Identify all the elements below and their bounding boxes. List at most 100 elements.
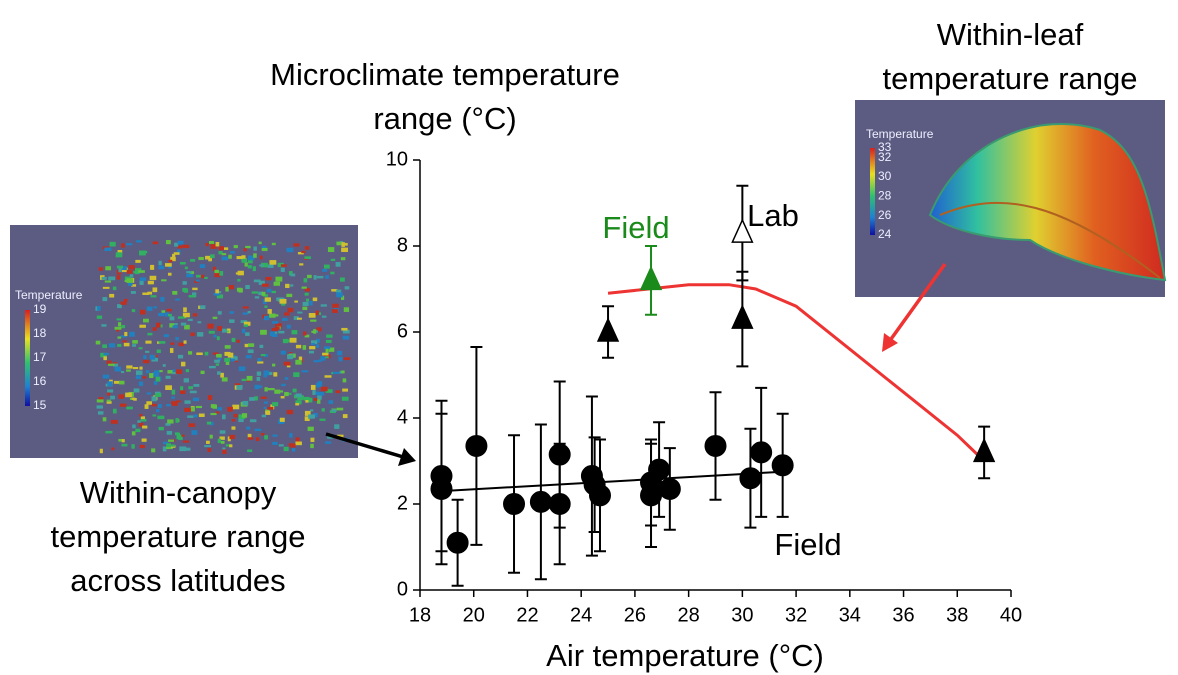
canopy-texture <box>143 355 147 360</box>
canopy-texture <box>113 362 118 365</box>
canopy-texture <box>242 306 249 309</box>
canopy-texture <box>246 375 253 381</box>
canopy-texture <box>171 396 175 399</box>
canopy-texture <box>324 375 332 378</box>
y-tick-label: 8 <box>397 234 408 256</box>
canopy-texture <box>208 330 215 334</box>
canopy-texture <box>245 355 252 359</box>
canopy-texture <box>264 387 268 392</box>
canopy-texture <box>258 280 265 285</box>
canopy-texture <box>326 334 333 338</box>
canopy-texture <box>320 304 327 307</box>
y-axis-title: range (°C) <box>373 101 516 136</box>
point <box>596 317 620 342</box>
canopy-texture <box>192 397 199 402</box>
canopy-texture <box>217 357 222 361</box>
canopy-texture <box>204 276 208 279</box>
canopy-texture <box>224 345 231 349</box>
canopy-texture <box>310 437 315 442</box>
x-tick-label: 40 <box>1000 604 1022 626</box>
canopy-texture <box>304 256 311 259</box>
canopy-texture <box>331 372 335 375</box>
colorbar-tick-label: 33 <box>878 140 892 154</box>
canopy-texture <box>105 266 112 271</box>
canopy-texture <box>269 260 277 265</box>
data-point-group <box>529 423 552 581</box>
canopy-texture <box>304 334 310 338</box>
point <box>548 493 571 515</box>
canopy-texture <box>219 436 225 440</box>
canopy-texture <box>251 291 259 294</box>
canopy-texture <box>291 330 298 335</box>
canopy-texture <box>243 324 248 327</box>
canopy-texture <box>182 312 190 318</box>
canopy-texture <box>157 415 165 420</box>
canopy-texture <box>272 363 276 367</box>
point <box>972 437 996 463</box>
colorbar-tick-label: 32 <box>878 150 892 164</box>
canopy-texture <box>264 305 268 308</box>
canopy-texture <box>232 404 240 410</box>
canopy-texture <box>108 363 115 366</box>
canopy-texture <box>221 414 226 420</box>
canopy-texture <box>290 443 296 448</box>
canopy-texture <box>140 250 148 254</box>
canopy-texture <box>228 285 235 290</box>
canopy-texture <box>344 242 348 246</box>
x-tick-label: 30 <box>731 604 753 626</box>
canopy-texture <box>267 387 275 391</box>
canopy-texture <box>102 344 108 349</box>
canopy-texture <box>188 295 196 298</box>
canopy-texture <box>335 262 341 267</box>
canopy-texture <box>238 418 244 423</box>
canopy-texture <box>325 348 329 354</box>
canopy-texture <box>247 349 254 354</box>
canopy-texture <box>156 322 161 328</box>
canopy-texture <box>216 353 222 358</box>
canopy-texture <box>263 294 268 297</box>
canopy-texture <box>303 331 307 336</box>
point <box>430 477 453 500</box>
data-point-group <box>704 391 727 501</box>
annotation: Lab <box>747 198 799 233</box>
canopy-texture <box>174 323 178 326</box>
canopy-texture <box>256 377 261 381</box>
canopy-texture <box>96 399 104 403</box>
canopy-texture <box>143 359 150 364</box>
canopy-texture <box>198 256 204 261</box>
canopy-texture <box>307 426 314 431</box>
canopy-texture <box>149 354 156 360</box>
canopy-texture <box>290 284 294 287</box>
canopy-texture <box>228 254 232 259</box>
data-point-group <box>771 412 794 518</box>
canopy-texture <box>200 370 205 375</box>
canopy-texture <box>263 373 268 378</box>
canopy-texture <box>267 264 274 268</box>
colorbar-tick-label: 17 <box>33 350 47 364</box>
canopy-texture <box>216 291 222 294</box>
x-tick-label: 20 <box>463 604 485 626</box>
canopy-texture <box>272 314 279 317</box>
canopy-texture <box>118 438 123 442</box>
canopy-texture <box>109 241 116 247</box>
canopy-texture <box>165 375 171 379</box>
canopy-texture <box>259 255 263 260</box>
canopy-texture <box>146 392 152 395</box>
canopy-texture <box>101 324 107 327</box>
canopy-texture <box>135 268 142 273</box>
canopy-texture <box>264 435 268 440</box>
canopy-texture <box>208 241 214 244</box>
data-point-group <box>639 245 663 316</box>
canopy-texture <box>296 317 302 320</box>
colorbar-title: Temperature <box>15 288 83 302</box>
canopy-texture <box>198 413 205 417</box>
canopy-texture <box>305 400 309 403</box>
canopy-texture <box>286 293 293 298</box>
canopy-texture <box>140 419 147 422</box>
colorbar-tick-label: 18 <box>33 326 47 340</box>
canopy-texture <box>245 332 250 336</box>
x-tick-label: 28 <box>678 604 700 626</box>
colorbar-tick-label: 19 <box>33 302 47 316</box>
canopy-texture <box>314 330 318 333</box>
